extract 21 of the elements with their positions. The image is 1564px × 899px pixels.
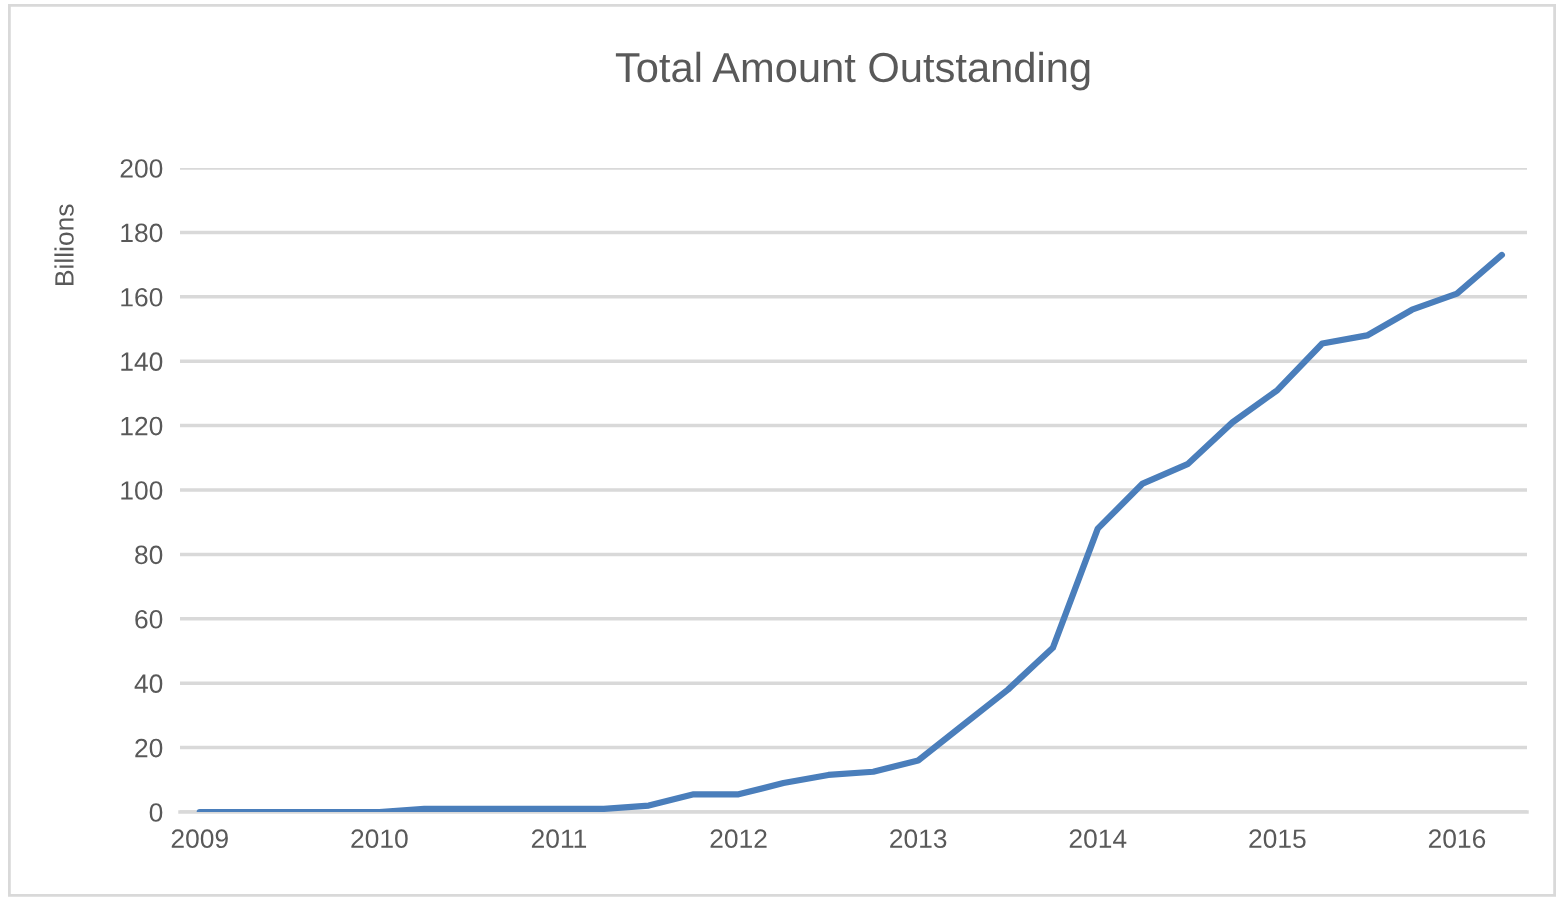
y-tick-label: 180 <box>121 223 163 243</box>
x-tick-label: 2012 <box>710 829 767 849</box>
y-tick-label: 0 <box>149 803 163 822</box>
y-axis-title: Billions <box>54 204 74 285</box>
y-tick-label: 100 <box>121 481 163 500</box>
x-tick-label: 2014 <box>1069 829 1127 849</box>
y-tick-label: 80 <box>135 545 163 565</box>
y-tick-label: 160 <box>121 287 163 307</box>
y-tick-label: 140 <box>121 352 163 372</box>
x-tick-label: 2010 <box>351 829 408 849</box>
y-tick-label: 200 <box>120 159 163 178</box>
x-tick-label: 2016 <box>1428 829 1486 849</box>
x-tick-label: 2009 <box>171 829 228 849</box>
x-tick-label: 2015 <box>1249 829 1306 849</box>
y-tick-label: 120 <box>121 416 163 436</box>
x-tick-label: 2013 <box>890 829 947 849</box>
y-tick-label: 40 <box>134 674 163 694</box>
x-tick-label: 2011 <box>531 829 587 849</box>
chart-title: Total Amount Outstanding <box>615 51 1090 91</box>
y-tick-label: 60 <box>135 609 163 629</box>
y-tick-label: 20 <box>135 738 163 758</box>
